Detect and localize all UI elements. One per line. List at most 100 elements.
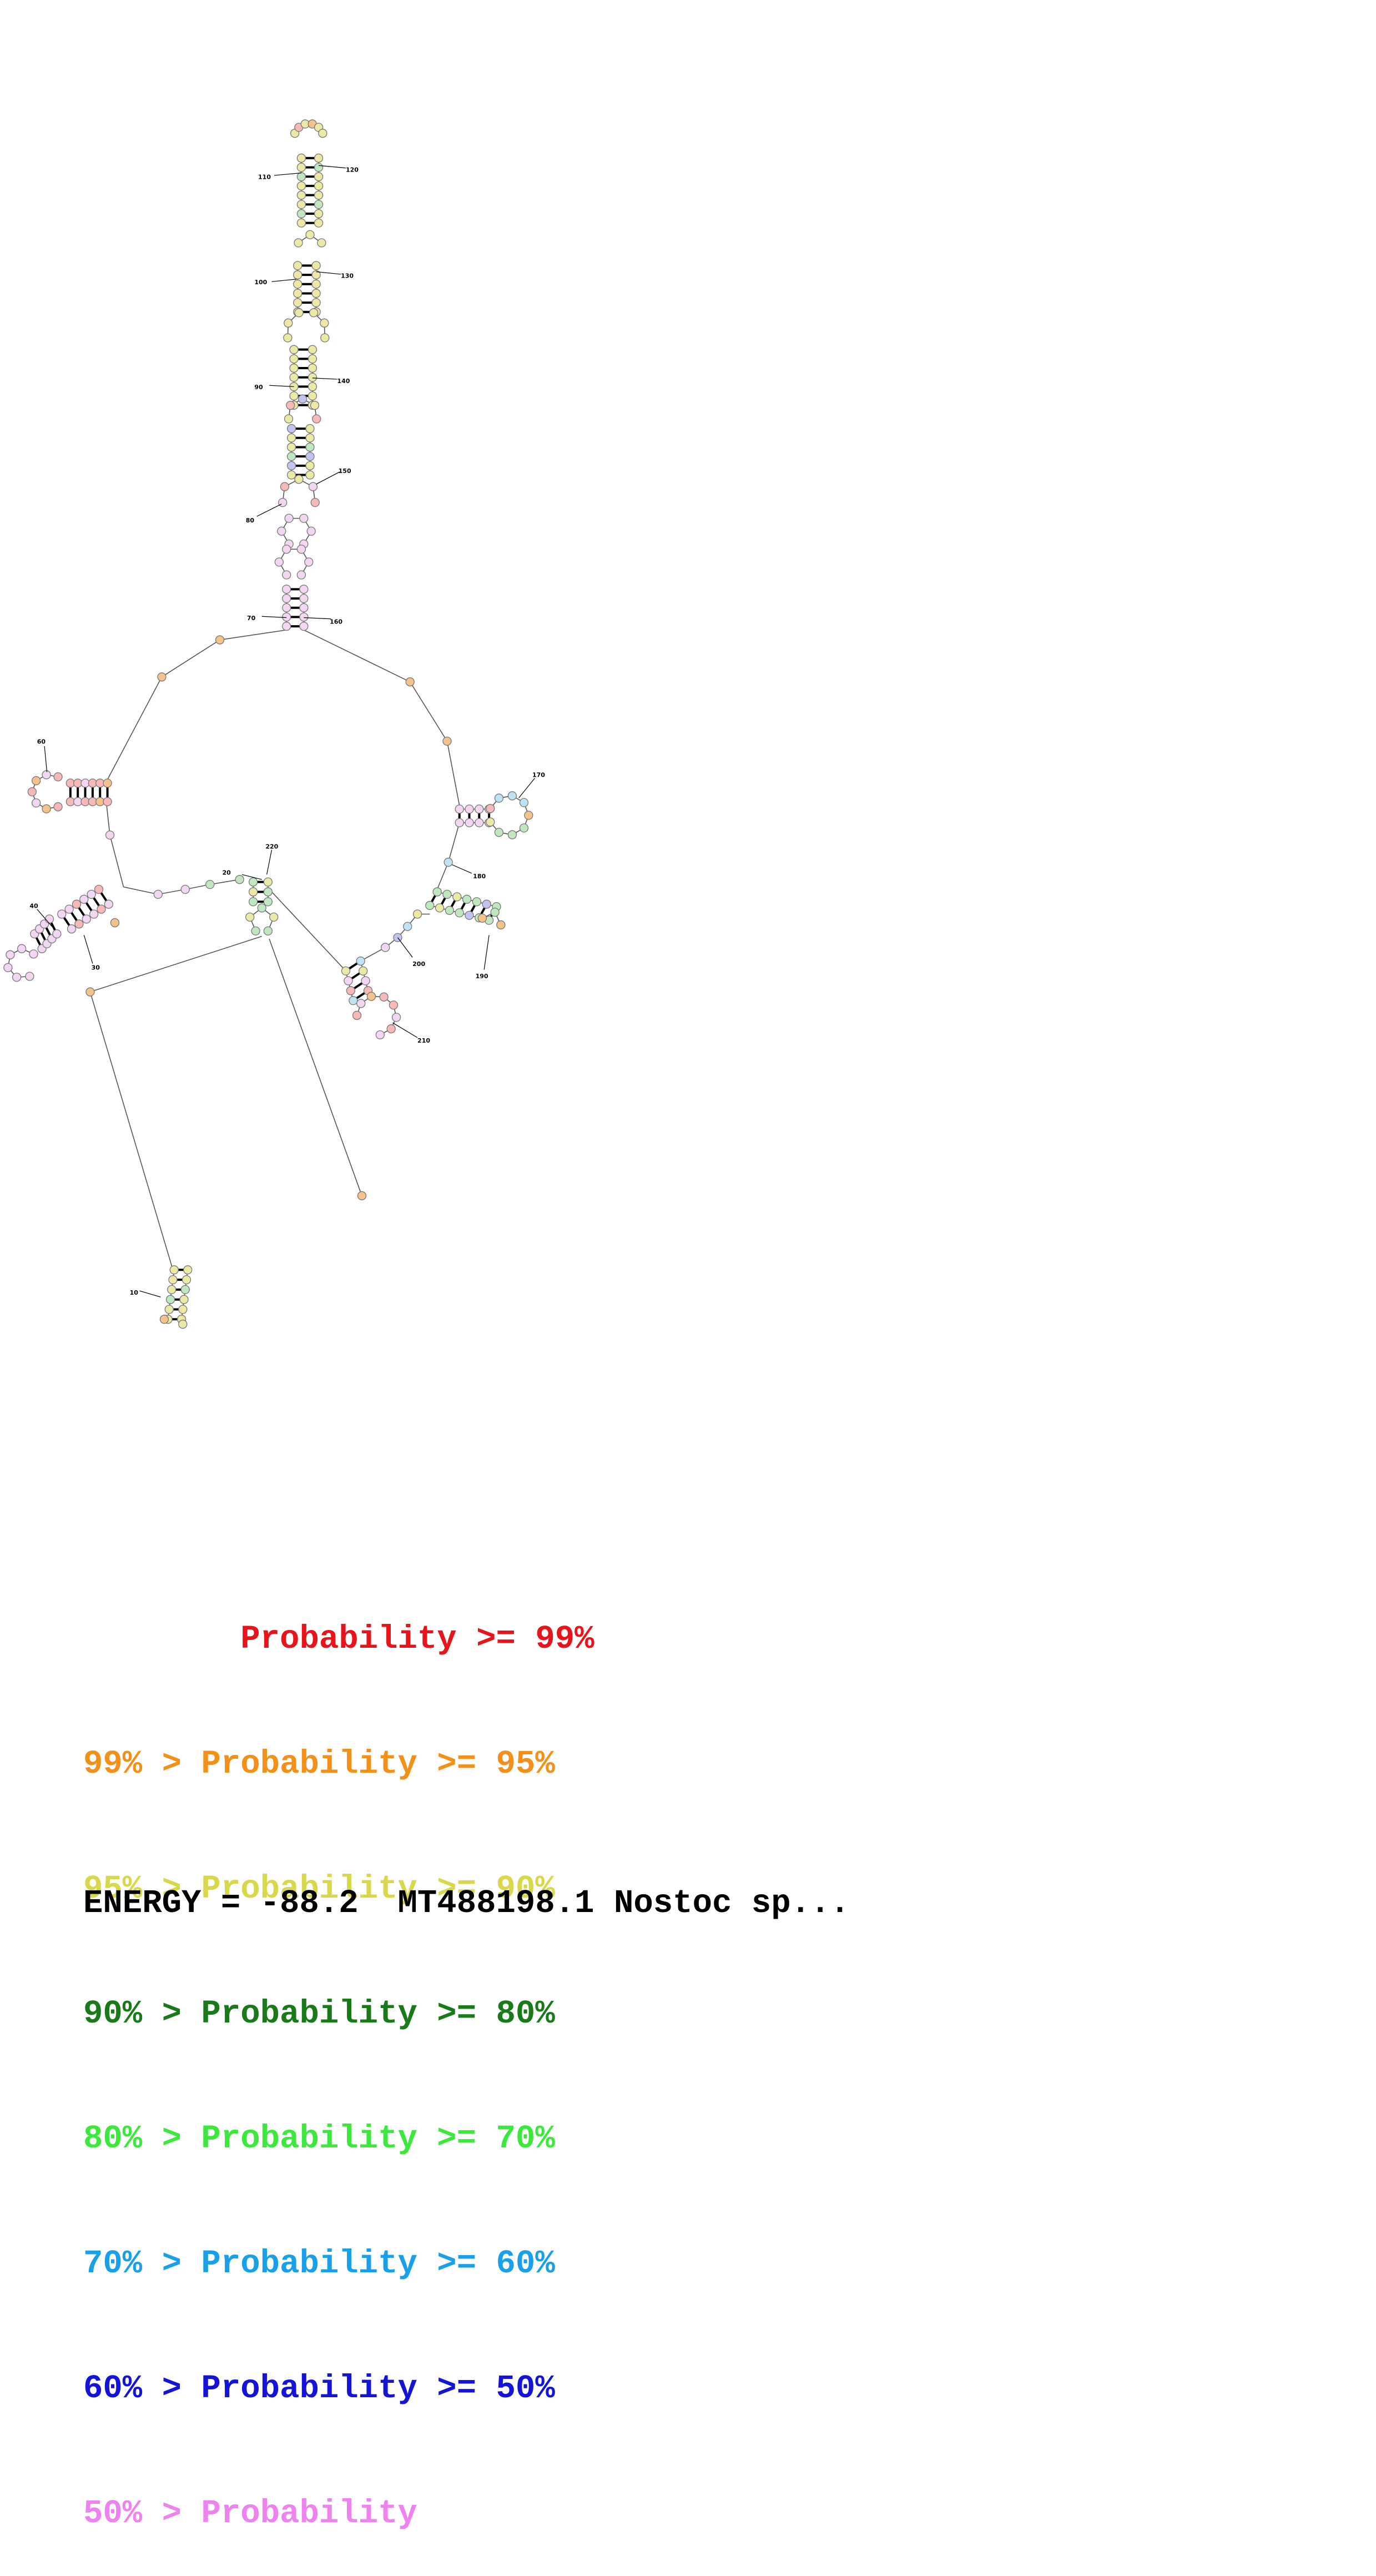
hairpin-210-nucleotide bbox=[366, 992, 376, 1001]
helix-40b-nucleotide bbox=[52, 929, 62, 939]
internal-loop-5-nucleotide bbox=[299, 514, 309, 523]
helix-2-nucleotide bbox=[293, 289, 303, 298]
helix-190-nucleotide bbox=[442, 889, 452, 899]
legend-row-80: 90% > Probability >= 80% bbox=[83, 1993, 594, 2035]
internal-loop-2-nucleotide bbox=[320, 318, 329, 328]
hairpin-60-nucleotide bbox=[27, 787, 37, 797]
position-label: 130 bbox=[341, 273, 354, 280]
helix-40b-nucleotide bbox=[44, 914, 54, 924]
helix-210-nucleotide bbox=[361, 976, 370, 985]
helix-3-nucleotide bbox=[308, 391, 317, 401]
link-l bbox=[210, 879, 240, 885]
position-label: 160 bbox=[330, 618, 342, 626]
internal-loop-2-nucleotide bbox=[294, 308, 304, 318]
helix-190-nucleotide bbox=[465, 910, 474, 920]
position-tick bbox=[397, 937, 413, 958]
helix-top-nucleotide bbox=[314, 209, 324, 219]
helix-base-nucleotide bbox=[282, 593, 291, 603]
position-label: 150 bbox=[339, 467, 351, 475]
nucleotide bbox=[178, 1320, 188, 1329]
hairpin-40-nucleotide bbox=[29, 949, 38, 959]
helix-190-nucleotide bbox=[435, 903, 445, 913]
position-label: 220 bbox=[265, 843, 278, 851]
helix-2-nucleotide bbox=[293, 270, 303, 280]
legend-row-50: 60% > Probability >= 50% bbox=[83, 2368, 594, 2409]
internal-loop-4-nucleotide bbox=[308, 482, 318, 491]
helix-3-nucleotide bbox=[289, 391, 299, 401]
helix-top-nucleotide bbox=[314, 200, 324, 209]
position-label: 60 bbox=[37, 738, 46, 745]
helix-210-nucleotide bbox=[349, 996, 358, 1005]
link-b bbox=[303, 630, 411, 682]
helix-3-nucleotide bbox=[308, 363, 317, 373]
internal-loop-1-nucleotide bbox=[305, 230, 315, 239]
helix-top-nucleotide bbox=[314, 153, 324, 163]
helix-3-nucleotide bbox=[289, 354, 299, 364]
position-tick bbox=[316, 271, 341, 275]
helix-4-nucleotide bbox=[305, 424, 315, 434]
helix-10-nucleotide bbox=[169, 1265, 179, 1275]
helix-190-nucleotide bbox=[482, 899, 491, 909]
helix-170-nucleotide bbox=[475, 818, 484, 827]
helix-10-nucleotide bbox=[167, 1285, 177, 1295]
hairpin-170-nucleotide bbox=[524, 811, 533, 820]
helix-top-nucleotide bbox=[314, 190, 324, 200]
internal-loop-1-nucleotide bbox=[294, 238, 303, 248]
helix-4-nucleotide bbox=[286, 461, 296, 470]
base-pairs bbox=[33, 157, 498, 1321]
legend-text-low: 50% > Probability bbox=[83, 2495, 417, 2532]
helix-base-nucleotide bbox=[299, 621, 309, 631]
nucleotide bbox=[159, 1315, 169, 1324]
link-g bbox=[105, 801, 110, 836]
link-v bbox=[360, 947, 386, 962]
position-label: 30 bbox=[92, 964, 100, 972]
internal-loop-3-nucleotide bbox=[312, 414, 321, 424]
probability-legend: Probability >= 99% 99% > Probability >= … bbox=[83, 1535, 594, 2576]
hairpin-60-nucleotide bbox=[42, 770, 51, 779]
position-tick bbox=[266, 849, 273, 875]
helix-40-nucleotide bbox=[97, 904, 106, 914]
hairpin-40-nucleotide bbox=[12, 973, 22, 982]
helix-190-nucleotide bbox=[472, 897, 481, 907]
link-a bbox=[219, 629, 287, 641]
nucleotide bbox=[105, 830, 115, 840]
hairpin-170-nucleotide bbox=[486, 804, 495, 813]
legend-row-90: 95% > Probability >= 90% bbox=[83, 1868, 594, 1910]
position-tick bbox=[304, 617, 331, 620]
position-ticks bbox=[37, 165, 535, 1297]
internal-loop-3-nucleotide bbox=[286, 400, 295, 410]
nucleotide bbox=[180, 884, 190, 894]
link-n bbox=[89, 992, 174, 1270]
helix-10-nucleotide bbox=[178, 1305, 188, 1314]
position-label: 120 bbox=[346, 166, 359, 173]
helix-top-nucleotide bbox=[296, 190, 306, 200]
hairpin-170-nucleotide bbox=[494, 793, 504, 803]
internal-loop-4-nucleotide bbox=[310, 497, 320, 507]
helix-170-nucleotide bbox=[455, 818, 464, 827]
hairpin-top-nucleotide bbox=[318, 128, 327, 138]
helix-20-nucleotide bbox=[248, 877, 258, 887]
helix-3-nucleotide bbox=[308, 382, 317, 391]
hairpin-20-nucleotide bbox=[269, 912, 279, 922]
position-tick bbox=[483, 935, 490, 970]
position-label: 140 bbox=[337, 378, 350, 385]
helix-210-nucleotide bbox=[346, 986, 356, 995]
helix-10-nucleotide bbox=[182, 1275, 191, 1285]
helix-170-nucleotide bbox=[465, 818, 474, 827]
hairpin-170-nucleotide bbox=[519, 823, 529, 833]
helix-top-nucleotide bbox=[296, 200, 306, 209]
helix-2-nucleotide bbox=[311, 298, 321, 308]
helix-3-nucleotide bbox=[289, 363, 299, 373]
helix-210-nucleotide bbox=[359, 966, 368, 975]
hairpin-40-nucleotide bbox=[6, 950, 15, 959]
position-label: 80 bbox=[246, 517, 255, 524]
legend-row-95: 99% > Probability >= 95% bbox=[83, 1743, 594, 1785]
helix-210-strand-b bbox=[345, 970, 354, 1001]
hairpin-170-nucleotide bbox=[507, 830, 517, 839]
link-o bbox=[269, 938, 362, 1196]
internal-loop-4-nucleotide bbox=[278, 497, 288, 507]
rna-backbone bbox=[7, 123, 530, 1320]
legend-row-99: Probability >= 99% bbox=[83, 1618, 594, 1660]
helix-base-nucleotide bbox=[299, 593, 309, 603]
helix-4-nucleotide bbox=[286, 433, 296, 442]
